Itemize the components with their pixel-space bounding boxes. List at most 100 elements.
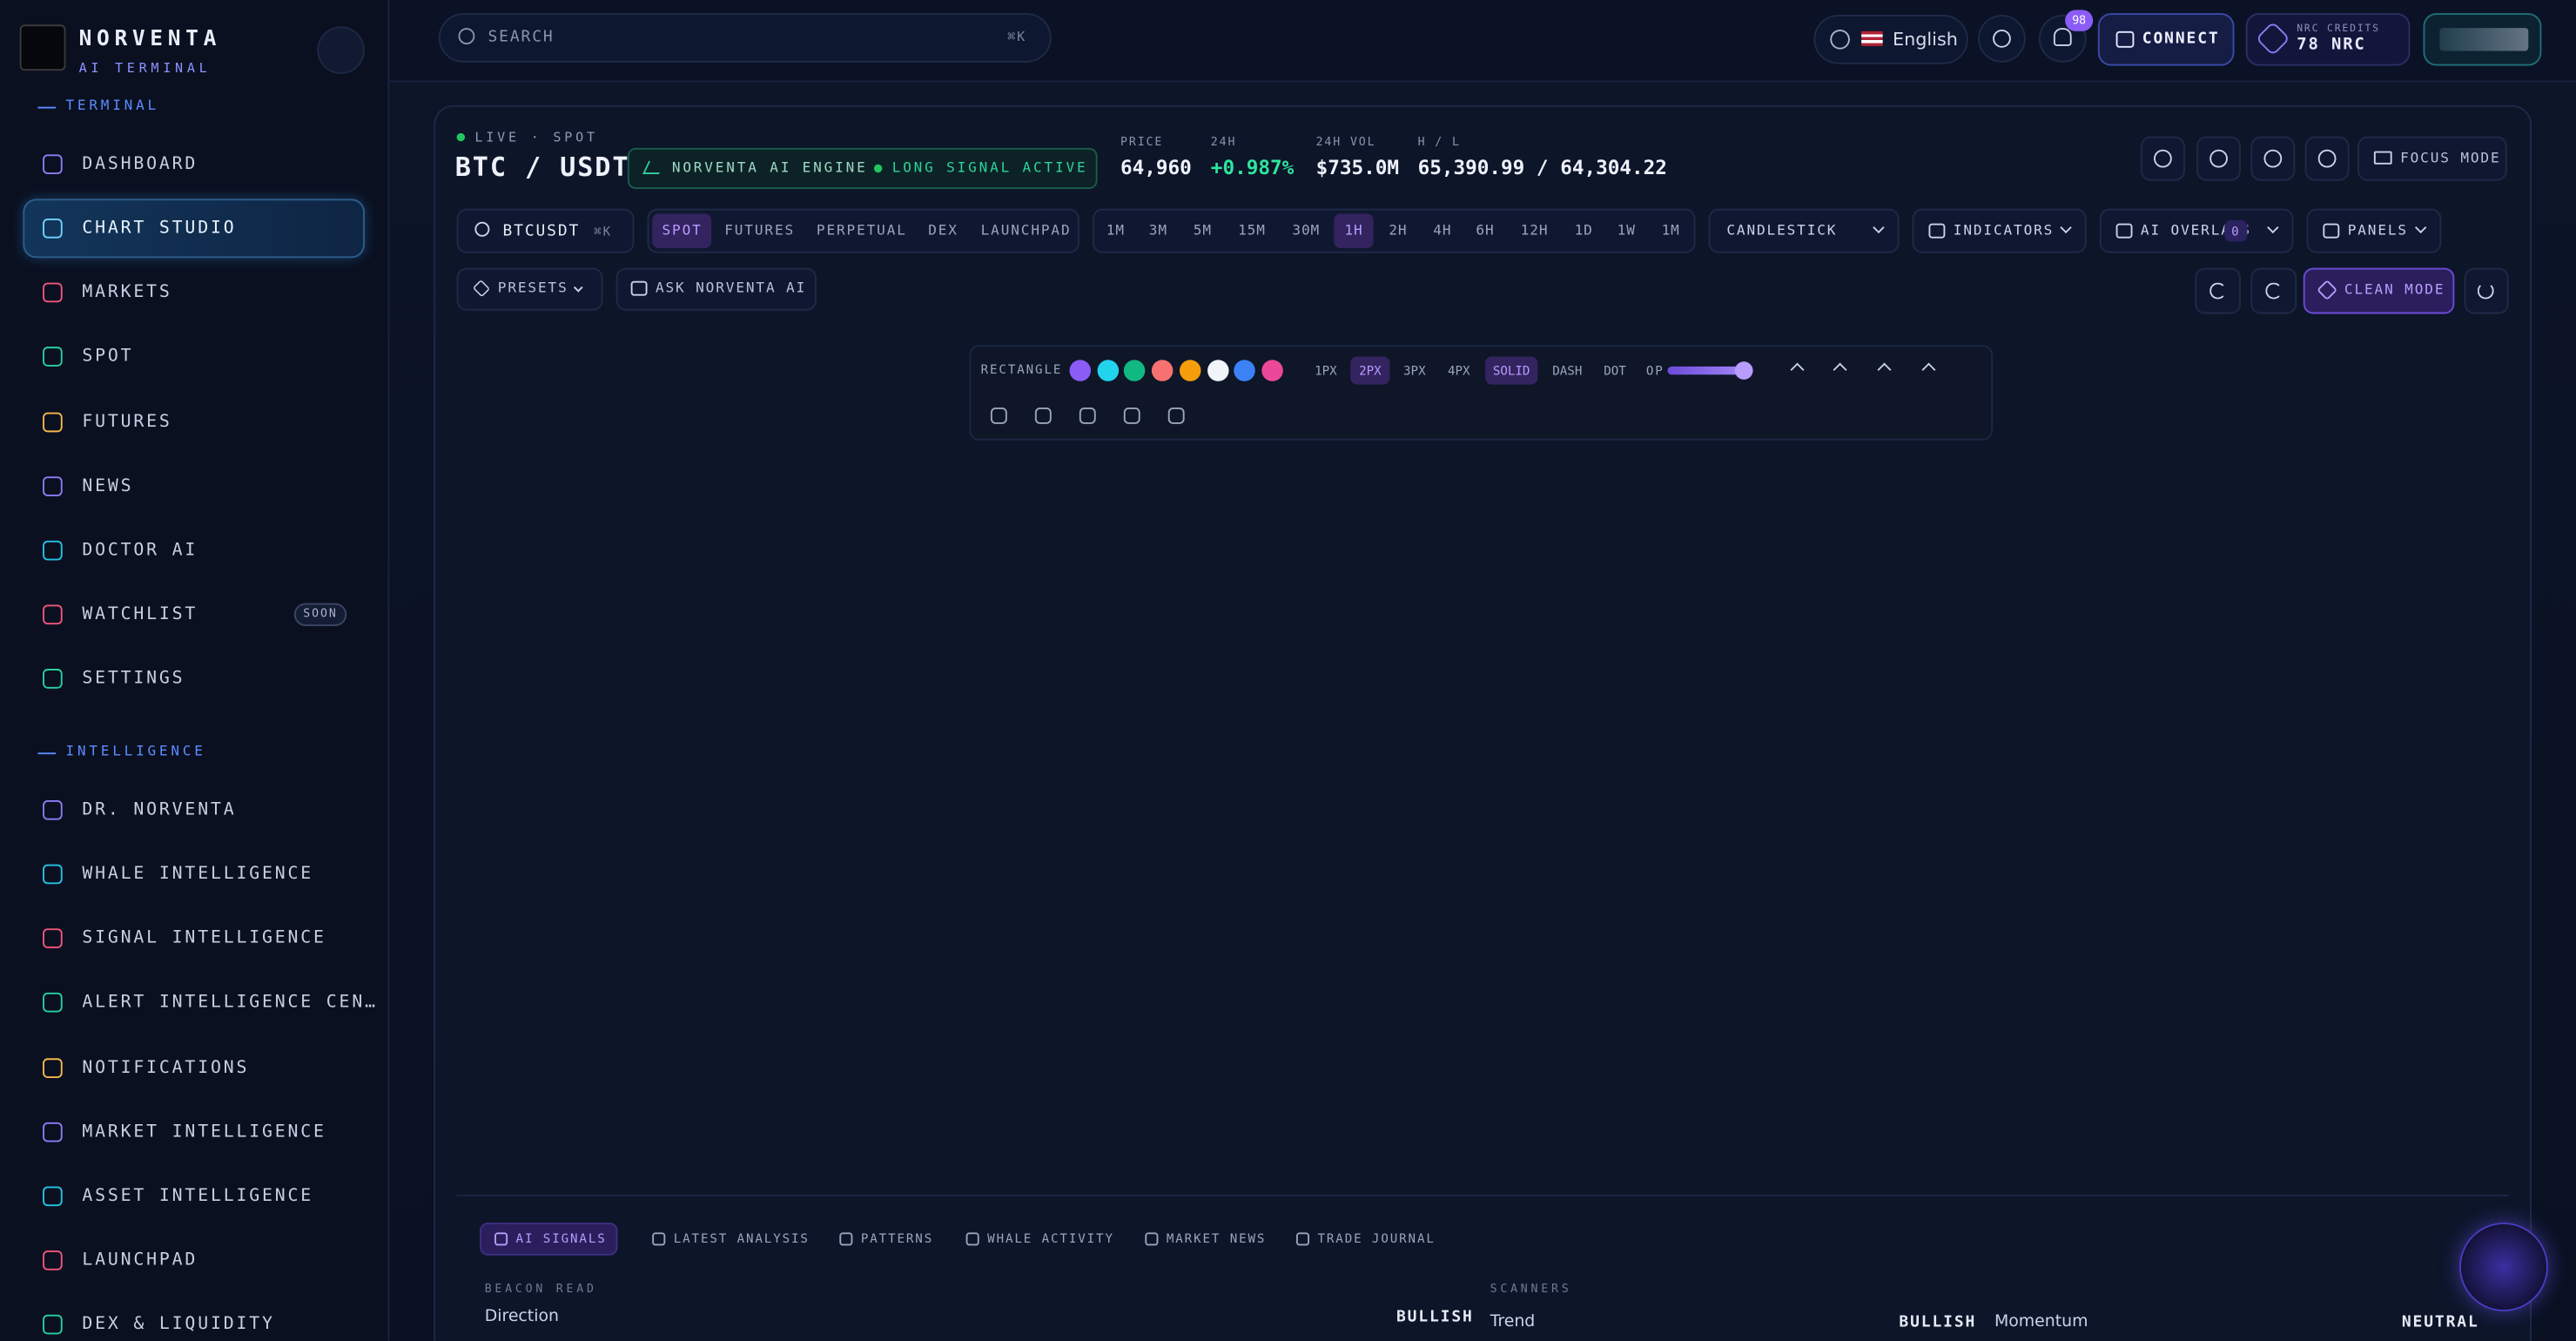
metric-label: Momentum	[1994, 1312, 2088, 1331]
search-box[interactable]	[438, 13, 1052, 63]
connect-label: CONNECT	[2142, 30, 2220, 49]
nav-item[interactable]: DASHBOARD	[82, 153, 198, 174]
nav-item[interactable]: MARKETS	[82, 282, 172, 303]
color-swatch[interactable]	[1261, 360, 1283, 381]
nav-active[interactable]	[23, 199, 365, 259]
line-width[interactable]: 1PX	[1315, 362, 1337, 378]
market-tabs	[647, 208, 1079, 253]
clean-mode[interactable]	[2303, 267, 2455, 314]
tab[interactable]: TRADE JOURNAL	[1317, 1230, 1436, 1246]
color-swatch[interactable]	[1234, 360, 1256, 381]
tab[interactable]: MARKET NEWS	[1166, 1230, 1267, 1246]
tab[interactable]: LATEST ANALYSIS	[673, 1230, 810, 1246]
panels-label: PANELS	[2347, 222, 2408, 239]
collapse-button[interactable]	[317, 26, 365, 74]
action-icon[interactable]	[1079, 408, 1096, 424]
nav-item[interactable]: NEWS	[82, 475, 134, 495]
market-tab[interactable]: FUTURES	[724, 222, 796, 239]
color-swatch[interactable]	[1124, 360, 1147, 381]
nav-item[interactable]: WHALE INTELLIGENCE	[82, 864, 314, 885]
tool-button[interactable]	[2250, 136, 2296, 181]
line-width[interactable]: 4PX	[1447, 362, 1470, 378]
nav-item[interactable]: DEX & LIQUIDITY	[82, 1314, 275, 1335]
focus-mode[interactable]	[2357, 136, 2507, 181]
nav-item[interactable]: FUTURES	[82, 411, 172, 432]
color-swatch[interactable]	[1179, 360, 1201, 381]
stat-value: +0.987%	[1210, 156, 1295, 179]
opacity-slider[interactable]	[1667, 366, 1753, 375]
market-tab[interactable]: DEX	[928, 222, 958, 239]
credits[interactable]	[2245, 13, 2411, 66]
tab[interactable]: PATTERNS	[860, 1230, 934, 1246]
market-tab[interactable]: PERPETUAL	[816, 222, 907, 239]
nav-item[interactable]: ASSET INTELLIGENCE	[82, 1185, 314, 1206]
indicators[interactable]	[1912, 208, 2087, 253]
color-swatch[interactable]	[1069, 360, 1092, 381]
timeframe[interactable]: 15M	[1238, 222, 1266, 239]
nav-item[interactable]: SETTINGS	[82, 668, 185, 689]
color-swatch[interactable]	[1097, 360, 1119, 381]
timeframe[interactable]: 30M	[1292, 222, 1321, 239]
timeframe[interactable]: 1D	[1574, 222, 1593, 239]
tab[interactable]: AI SIGNALS	[515, 1230, 607, 1246]
line-style[interactable]: DASH	[1552, 362, 1583, 378]
timeframe[interactable]: 1M	[1106, 222, 1125, 239]
metric-value: BULLISH	[1396, 1308, 1474, 1327]
line-width[interactable]: 3PX	[1403, 362, 1426, 378]
timeframe[interactable]: 12H	[1520, 222, 1549, 239]
timeframe[interactable]: 2H	[1389, 222, 1408, 239]
timeframe[interactable]: 4H	[1433, 222, 1452, 239]
color-swatch[interactable]	[1207, 360, 1228, 381]
timeframe[interactable]: 1W	[1617, 222, 1636, 239]
presets[interactable]	[456, 267, 603, 311]
nav-item[interactable]: CHART STUDIO	[82, 218, 237, 239]
line-style[interactable]: SOLID	[1492, 362, 1530, 378]
nav-icon	[43, 219, 63, 239]
chart-type[interactable]	[1708, 208, 1900, 253]
action-icon[interactable]	[1123, 408, 1140, 424]
panels[interactable]	[2306, 208, 2442, 253]
style-active	[1484, 356, 1538, 385]
globe-icon	[1830, 29, 1850, 50]
timeframe[interactable]: 1M	[1661, 222, 1680, 239]
action-icon[interactable]	[990, 408, 1007, 424]
nav-icon	[43, 669, 63, 690]
nav-item[interactable]: SPOT	[82, 347, 134, 367]
nav-item[interactable]: LAUNCHPAD	[82, 1250, 198, 1270]
language-select[interactable]	[1813, 14, 1968, 64]
nav-item[interactable]: SIGNAL INTELLIGENCE	[82, 928, 326, 948]
action-icon[interactable]	[1034, 408, 1052, 424]
nav-item[interactable]: DOCTOR AI	[82, 540, 198, 560]
line-width[interactable]: 2PX	[1359, 362, 1382, 378]
ask-label: ASK NORVENTA AI	[655, 280, 807, 298]
timeframe-active	[1334, 213, 1374, 248]
timeframe[interactable]: 1H	[1344, 222, 1363, 239]
action-icon[interactable]	[1167, 408, 1185, 424]
timeframe[interactable]: 3M	[1148, 222, 1168, 239]
nav-item[interactable]: DR. NORVENTA	[82, 799, 237, 820]
tab[interactable]: WHALE ACTIVITY	[987, 1230, 1114, 1246]
market-tab[interactable]: LAUNCHPAD	[980, 222, 1072, 239]
chart-panel	[434, 104, 2532, 1341]
drawing-toolbar	[969, 345, 1994, 441]
market-tab[interactable]: SPOT	[662, 222, 703, 239]
assistant-button[interactable]	[2459, 1223, 2548, 1311]
width-active	[1350, 356, 1390, 385]
timeframe[interactable]: 5M	[1193, 222, 1212, 239]
brand-logo	[19, 24, 66, 71]
nav-item[interactable]: MARKET INTELLIGENCE	[82, 1121, 326, 1142]
line-style[interactable]: DOT	[1604, 362, 1626, 378]
ask-ai[interactable]	[615, 267, 817, 311]
nav-item[interactable]: ALERT INTELLIGENCE CEN…	[82, 993, 378, 1013]
nav-icon	[43, 800, 63, 820]
tab-icon	[839, 1232, 853, 1246]
connect-button[interactable]	[2097, 13, 2235, 66]
flag-icon	[1861, 30, 1883, 46]
tool-icon	[2209, 149, 2228, 168]
search-icon	[474, 221, 490, 237]
color-swatch[interactable]	[1152, 360, 1174, 381]
panels-icon	[2323, 223, 2340, 239]
timeframe[interactable]: 6H	[1476, 222, 1495, 239]
nav-item[interactable]: NOTIFICATIONS	[82, 1057, 250, 1077]
nav-item[interactable]: WATCHLIST	[82, 604, 198, 624]
